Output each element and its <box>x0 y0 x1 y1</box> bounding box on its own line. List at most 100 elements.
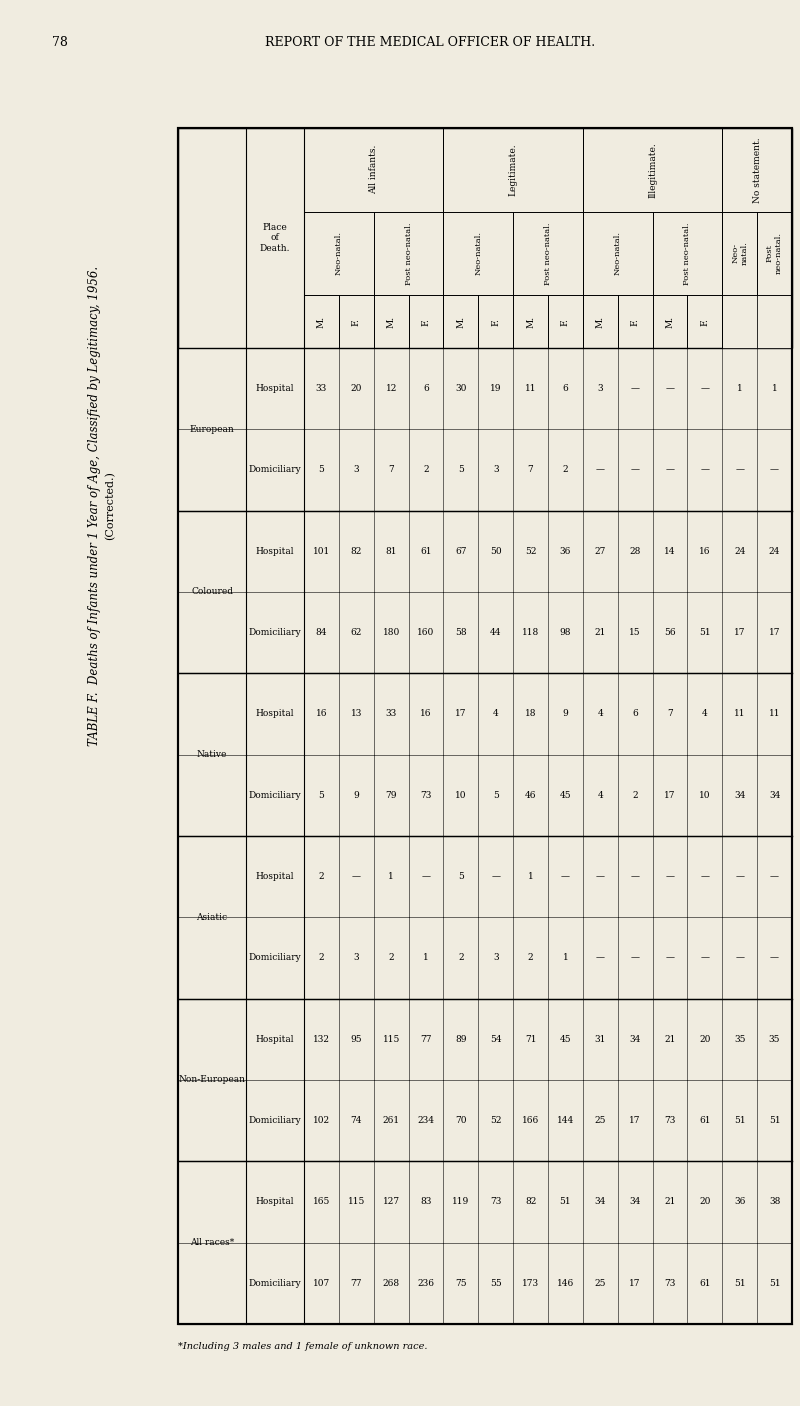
Text: 31: 31 <box>594 1035 606 1043</box>
Text: —: — <box>735 465 744 474</box>
Text: 7: 7 <box>667 710 673 718</box>
Text: —: — <box>630 465 640 474</box>
Text: 51: 51 <box>734 1279 746 1288</box>
Text: 11: 11 <box>769 710 780 718</box>
Text: Legitimate.: Legitimate. <box>509 143 518 195</box>
Text: 3: 3 <box>598 384 603 394</box>
Text: 132: 132 <box>313 1035 330 1043</box>
Text: Neo-natal.: Neo-natal. <box>335 232 343 276</box>
Text: —: — <box>666 872 674 882</box>
Text: 35: 35 <box>734 1035 746 1043</box>
Text: —: — <box>596 465 605 474</box>
Text: Domiciliary: Domiciliary <box>249 465 302 474</box>
Text: F.: F. <box>561 318 570 326</box>
Text: 6: 6 <box>632 710 638 718</box>
Text: 74: 74 <box>350 1116 362 1125</box>
Text: 36: 36 <box>734 1198 746 1206</box>
Text: Post neo-natal.: Post neo-natal. <box>544 222 552 284</box>
Text: 20: 20 <box>350 384 362 394</box>
Text: 20: 20 <box>699 1035 710 1043</box>
Text: Coloured: Coloured <box>191 588 233 596</box>
Text: —: — <box>422 872 430 882</box>
Text: 11: 11 <box>525 384 536 394</box>
Text: 4: 4 <box>598 790 603 800</box>
Bar <box>178 128 792 1324</box>
Text: Domiciliary: Domiciliary <box>249 628 302 637</box>
Bar <box>443 295 478 349</box>
Text: 2: 2 <box>562 465 568 474</box>
Bar <box>339 295 374 349</box>
Bar <box>443 211 513 295</box>
Text: Domiciliary: Domiciliary <box>249 790 302 800</box>
Bar <box>548 295 583 349</box>
Text: 2: 2 <box>528 953 534 963</box>
Text: 11: 11 <box>734 710 746 718</box>
Bar <box>583 295 618 349</box>
Text: —: — <box>700 384 710 394</box>
Text: 4: 4 <box>598 710 603 718</box>
Bar <box>653 295 687 349</box>
Text: 38: 38 <box>769 1198 780 1206</box>
Text: 115: 115 <box>382 1035 400 1043</box>
Text: 45: 45 <box>560 1035 571 1043</box>
Text: 1: 1 <box>388 872 394 882</box>
Text: 101: 101 <box>313 547 330 555</box>
Text: —: — <box>666 465 674 474</box>
Text: 46: 46 <box>525 790 536 800</box>
Text: Domiciliary: Domiciliary <box>249 1279 302 1288</box>
Text: 9: 9 <box>562 710 568 718</box>
Text: 33: 33 <box>316 384 327 394</box>
Text: Neo-
natal.: Neo- natal. <box>731 242 748 266</box>
Text: —: — <box>630 872 640 882</box>
Text: 2: 2 <box>458 953 464 963</box>
Text: Illegitimate.: Illegitimate. <box>648 142 657 198</box>
Text: 98: 98 <box>560 628 571 637</box>
Bar <box>178 128 792 349</box>
Bar <box>478 295 513 349</box>
Text: 268: 268 <box>382 1279 400 1288</box>
Text: 1: 1 <box>423 953 429 963</box>
Text: Post
neo-natal.: Post neo-natal. <box>766 232 783 274</box>
Text: 34: 34 <box>734 790 746 800</box>
Text: —: — <box>630 384 640 394</box>
Text: 51: 51 <box>699 628 710 637</box>
Text: F.: F. <box>630 318 640 326</box>
Text: 5: 5 <box>318 465 324 474</box>
Text: 2: 2 <box>388 953 394 963</box>
Text: Asiatic: Asiatic <box>197 912 227 922</box>
Text: —: — <box>630 953 640 963</box>
Text: 73: 73 <box>664 1116 676 1125</box>
Text: —: — <box>735 872 744 882</box>
Text: European: European <box>190 425 234 434</box>
Text: Hospital: Hospital <box>256 872 294 882</box>
Text: Post neo-natal.: Post neo-natal. <box>683 222 691 284</box>
Text: 75: 75 <box>455 1279 466 1288</box>
Text: —: — <box>700 872 710 882</box>
Bar <box>178 128 792 1324</box>
Text: 2: 2 <box>423 465 429 474</box>
Text: 6: 6 <box>562 384 568 394</box>
Text: Non-European: Non-European <box>178 1076 246 1084</box>
Text: —: — <box>561 872 570 882</box>
Bar <box>443 128 583 211</box>
Text: Neo-natal.: Neo-natal. <box>614 232 622 276</box>
Text: 17: 17 <box>630 1116 641 1125</box>
Text: 73: 73 <box>420 790 432 800</box>
Bar <box>757 295 792 349</box>
Text: 14: 14 <box>664 547 676 555</box>
Text: 36: 36 <box>560 547 571 555</box>
Text: 173: 173 <box>522 1279 539 1288</box>
Text: 56: 56 <box>664 628 676 637</box>
Bar <box>304 295 339 349</box>
Text: 234: 234 <box>418 1116 434 1125</box>
Text: 17: 17 <box>630 1279 641 1288</box>
Text: M.: M. <box>596 315 605 328</box>
Text: 1: 1 <box>562 953 568 963</box>
Text: Hospital: Hospital <box>256 710 294 718</box>
Text: All infants.: All infants. <box>370 145 378 194</box>
Bar <box>374 295 409 349</box>
Bar <box>722 211 757 295</box>
Text: 261: 261 <box>382 1116 400 1125</box>
Text: 95: 95 <box>350 1035 362 1043</box>
Text: 17: 17 <box>769 628 780 637</box>
